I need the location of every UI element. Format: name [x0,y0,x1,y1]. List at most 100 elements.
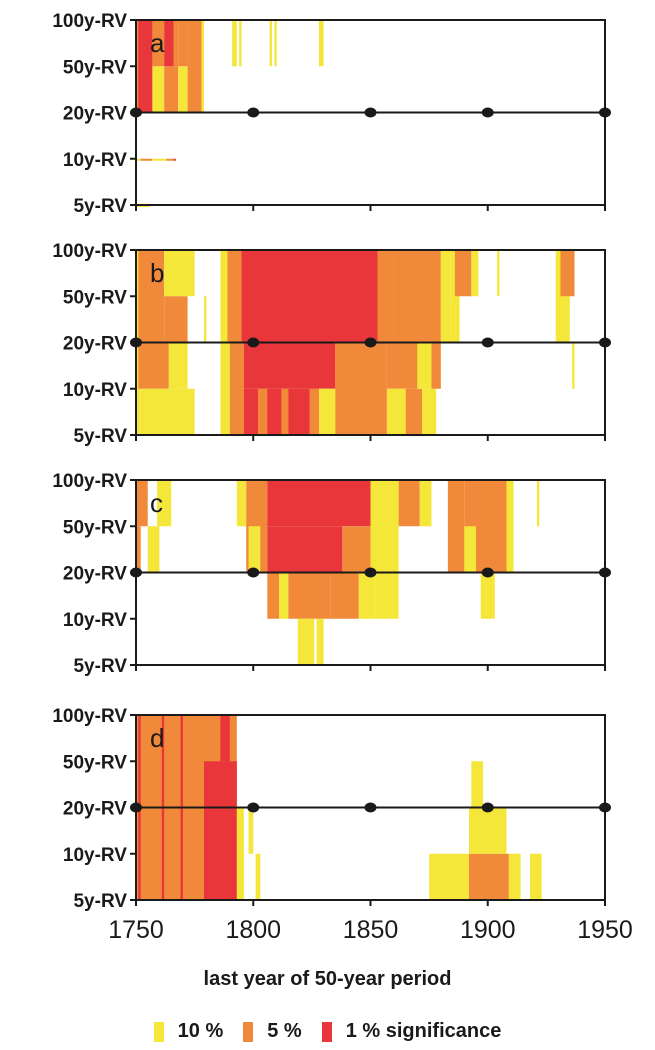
y-tick-label: 20y-RV [63,564,127,585]
cell-c-23 [464,526,477,573]
cell-b-16 [281,388,289,435]
cell-b-11 [229,342,244,435]
cell-a-21 [318,20,324,67]
cell-a-3 [152,158,167,161]
cell-b-1 [138,250,165,343]
panel-c: 5y-RV 10y-RV 20y-RV 50y-RV 100y-RV c [52,471,611,677]
cell-d-11 [468,807,507,854]
cell-a-7 [138,20,153,113]
y-tick-label: 10y-RV [63,610,127,631]
cell-c-1 [136,526,141,573]
cell-c-15 [342,526,371,573]
cell-c-11 [288,572,331,619]
reference-marker [481,567,494,578]
cell-a-20 [274,20,277,67]
cell-b-15 [257,388,268,435]
cell-b-26 [422,388,437,435]
cell-b-30 [454,250,472,297]
legend-swatch-1 [321,1021,332,1042]
cell-b-35 [572,342,575,389]
y-tick-label: 5y-RV [73,196,127,217]
reference-marker [481,337,494,348]
cell-c-7 [267,480,371,527]
cell-c-4 [236,480,247,527]
reference-marker [364,337,377,348]
panel-label-a: a [150,28,165,58]
y-tick-label: 20y-RV [63,799,127,820]
reference-marker [130,567,142,578]
legend-label-1: 1 % significance [345,1020,502,1042]
cell-d-10 [468,853,509,900]
cell-c-6 [248,526,261,573]
cell-b-20 [377,250,394,343]
cell-d-4 [204,761,237,900]
cell-b-10 [227,250,242,343]
cell-a-8 [152,66,165,113]
y-tick-label: 100y-RV [52,11,127,32]
reference-marker [130,107,142,118]
y-tick-label: 50y-RV [63,517,127,538]
cell-a-13 [178,66,188,113]
cell-a-5 [173,158,176,161]
cell-b-22 [386,388,406,435]
cell-d-13 [508,853,521,900]
reference-marker [130,802,142,813]
cell-c-24 [480,572,495,619]
cell-c-9 [267,572,280,619]
cell-b-34 [560,250,575,297]
x-tick-label: 1800 [225,916,281,944]
cell-a-17 [232,20,237,67]
cell-b-4 [164,250,183,297]
reference-marker [364,802,377,813]
legend-label-5: 5 % [267,1020,302,1042]
cell-b-21 [386,342,418,389]
y-tick-label: 50y-RV [63,752,127,773]
cell-b-32 [497,250,500,297]
legend-item-10: 10 % [153,1020,223,1043]
x-tick-label: 1750 [108,916,164,944]
cell-c-21 [447,480,465,573]
cell-b-8 [204,296,207,343]
y-tick-label: 50y-RV [63,57,127,78]
cell-b-24 [405,388,423,435]
reference-marker [130,337,142,348]
cell-b-23 [393,250,441,343]
cell-d-7 [248,807,254,854]
reference-marker [481,107,494,118]
cell-b-2 [138,342,169,389]
y-tick-label: 5y-RV [73,891,127,912]
legend-swatch-5 [243,1021,254,1042]
reference-marker [247,567,260,578]
cell-b-13 [243,342,336,389]
reference-marker [247,337,260,348]
panel-label-d: d [150,723,164,753]
cell-c-2 [147,526,160,573]
reference-marker [364,567,377,578]
cell-b-17 [309,388,319,435]
cell-a-14 [178,20,188,67]
cell-d-12 [471,761,484,808]
legend-swatch-10 [153,1021,164,1042]
y-tick-label: 20y-RV [63,334,127,355]
cell-c-14 [330,572,359,619]
cell-a-10 [164,66,179,113]
y-tick-label: 100y-RV [52,706,127,727]
reference-marker [599,802,611,813]
cell-b-18 [318,388,336,435]
cell-c-20 [419,480,432,527]
x-axis-label: last year of 50-year period [203,968,452,990]
cell-b-27 [431,342,441,389]
cell-d-9 [429,853,469,900]
cell-c-26 [536,480,540,527]
cell-d-5 [220,715,230,762]
cell-c-0 [136,480,148,527]
cell-a-1 [136,158,141,161]
x-tick-label: 1900 [460,916,516,944]
panel-label-c: c [150,488,163,518]
x-tick-label: 1950 [577,916,633,944]
cell-a-15 [187,20,202,113]
panel-a: 5y-RV 10y-RV 20y-RV 50y-RV 100y-RV a [52,11,611,217]
cell-c-16 [358,572,376,619]
cell-b-28 [440,250,451,343]
